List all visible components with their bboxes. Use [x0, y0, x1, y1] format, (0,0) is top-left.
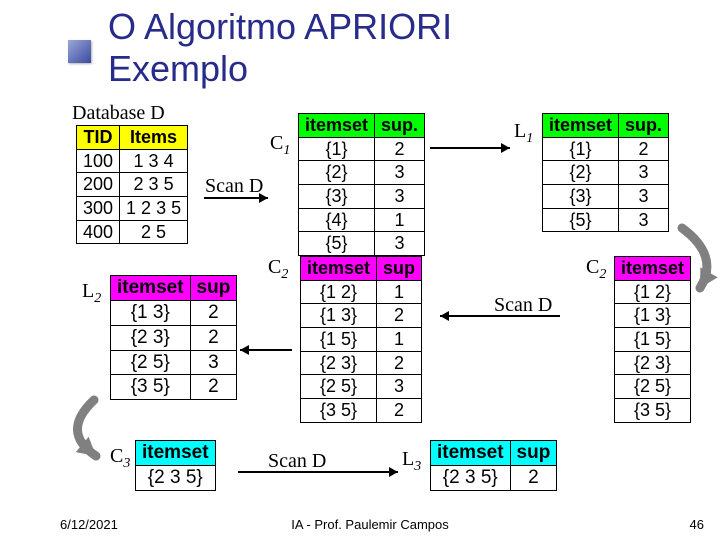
label-C3: C3 [110, 445, 130, 472]
table-row: 4002 5 [77, 220, 188, 244]
col-header: sup. [375, 114, 425, 138]
table-L1: itemsetsup.{1}2{2}3{3}3{5}3 [542, 113, 669, 232]
col-header: Items [120, 126, 188, 150]
label-L2: L2 [82, 280, 101, 307]
table-row: {2 3 5}2 [431, 465, 557, 490]
label-scanD_2: Scan D [494, 294, 552, 317]
col-header: itemset [543, 114, 619, 138]
table-row: {1}2 [543, 137, 669, 161]
col-header: itemset [431, 441, 511, 466]
table-row: {1}2 [299, 137, 425, 161]
table-row: {5}3 [299, 232, 425, 256]
table-row: {2 5}3 [301, 375, 422, 399]
footer-center: IA - Prof. Paulemir Campos [260, 517, 480, 532]
table-C2: itemset{1 2}{1 3}{1 5}{2 3}{2 5}{3 5} [614, 256, 691, 423]
table-row: {2}3 [299, 161, 425, 185]
table-row: {1 3}2 [111, 300, 237, 325]
table-row: {1 5}1 [301, 328, 422, 352]
col-header: sup [377, 257, 422, 281]
table-row: {2 3 5} [136, 465, 216, 490]
table-row: {2 5} [615, 375, 691, 399]
label-C2_right: C2 [586, 256, 606, 283]
table-row: {3 5} [615, 399, 691, 423]
footer-page: 46 [690, 517, 704, 532]
table-row: {2 3}2 [301, 351, 422, 375]
table-row: {2 5}3 [111, 350, 237, 375]
table-row: 2002 3 5 [77, 173, 188, 197]
table-row: {5}3 [543, 208, 669, 232]
table-D: TIDItems1001 3 42002 3 53001 2 3 54002 5 [76, 125, 188, 244]
table-C3: itemset{2 3 5} [135, 440, 216, 491]
table-row: {3 5}2 [111, 375, 237, 400]
col-header: itemset [136, 441, 216, 466]
col-header: itemset [299, 114, 375, 138]
label-scanD_3: Scan D [268, 450, 326, 473]
title-line2: Exemplo [108, 48, 248, 90]
label-C2_left: C2 [268, 256, 288, 283]
col-header: TID [77, 126, 120, 150]
table-row: {3}3 [543, 185, 669, 209]
footer-date: 6/12/2021 [60, 517, 118, 532]
table-row: {1 2} [615, 280, 691, 304]
label-L1: L1 [514, 120, 533, 147]
table-row: {2 3}2 [111, 325, 237, 350]
table-row: {4}1 [299, 208, 425, 232]
table-row: {3}3 [299, 185, 425, 209]
table-row: 3001 2 3 5 [77, 197, 188, 221]
table-L2: itemsetsup{1 3}2{2 3}2{2 5}3{3 5}2 [110, 275, 237, 400]
label-scanD_1: Scan D [205, 175, 263, 198]
table-row: {1 5} [615, 328, 691, 352]
table-C2sup: itemsetsup{1 2}1{1 3}2{1 5}1{2 3}2{2 5}3… [300, 256, 422, 423]
table-row: {1 3}2 [301, 304, 422, 328]
table-row: {2}3 [543, 161, 669, 185]
table-row: {1 3} [615, 304, 691, 328]
table-row: 1001 3 4 [77, 149, 188, 173]
table-row: {3 5}2 [301, 399, 422, 423]
col-header: itemset [615, 257, 691, 281]
col-header: sup [510, 441, 557, 466]
title-bullet [68, 40, 91, 63]
title-line1: O Algoritmo APRIORI [108, 6, 452, 48]
label-C1: C1 [270, 132, 290, 159]
table-row: {1 2}1 [301, 280, 422, 304]
table-L3: itemsetsup{2 3 5}2 [430, 440, 557, 491]
label-L3: L3 [402, 448, 421, 475]
col-header: sup. [619, 114, 669, 138]
table-C1: itemsetsup.{1}2{2}3{3}3{4}1{5}3 [298, 113, 425, 256]
table-row: {2 3} [615, 351, 691, 375]
col-header: sup [190, 276, 237, 301]
col-header: itemset [301, 257, 377, 281]
label-databaseD: Database D [72, 102, 165, 125]
col-header: itemset [111, 276, 191, 301]
